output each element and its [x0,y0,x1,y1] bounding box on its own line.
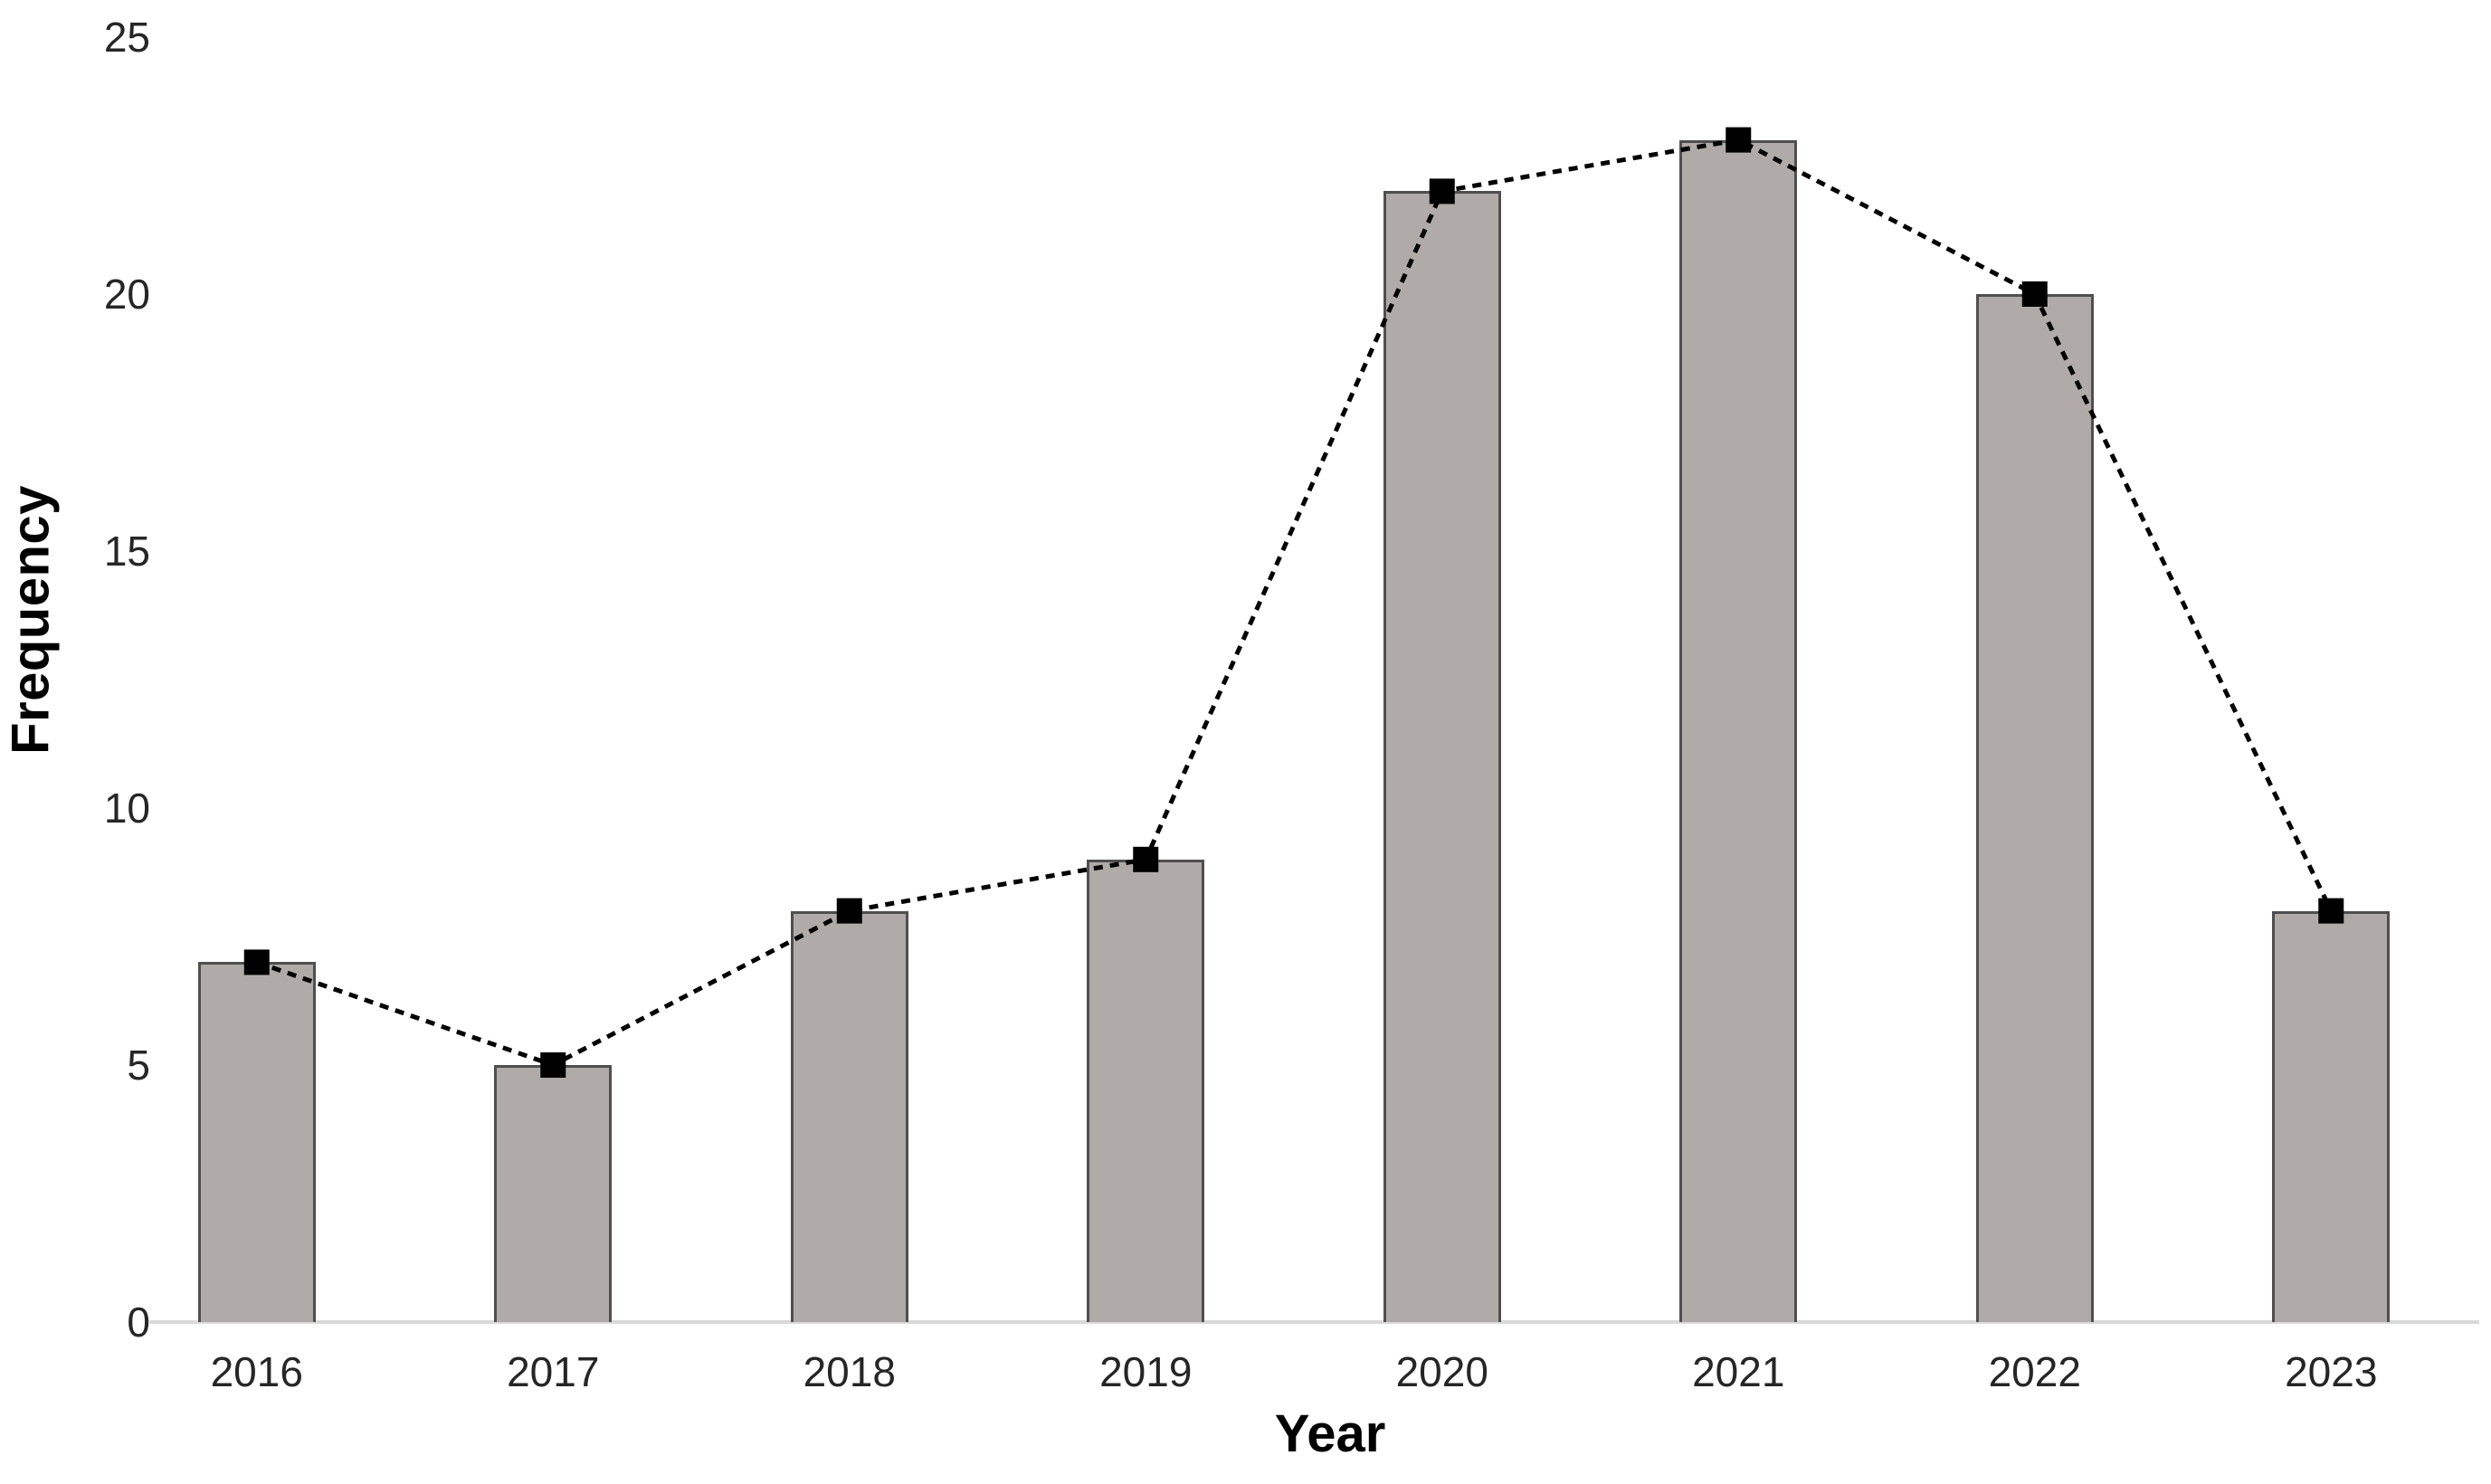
x-axis-tick-label: 2017 [507,1348,600,1395]
y-axis-tick-label: 20 [103,271,150,318]
bar-2018 [790,910,908,1322]
x-axis-tick-label: 2020 [1395,1348,1488,1395]
bar-2021 [1679,139,1798,1322]
y-axis-tick-label: 10 [103,785,150,832]
bar-2023 [2272,910,2391,1322]
bar-2017 [494,1065,613,1322]
bar-2022 [1975,294,2094,1322]
y-axis-tick-label: 5 [127,1042,150,1089]
x-axis-tick-label: 2021 [1692,1348,1785,1395]
x-axis-title: Year [1274,1404,1386,1463]
bar-2016 [197,962,316,1322]
y-axis-tick-label: 25 [103,14,150,61]
y-axis-tick-label: 15 [103,528,150,575]
y-axis-tick-label: 0 [127,1298,150,1346]
bar-2020 [1383,191,1501,1322]
x-axis-tick-label: 2019 [1099,1348,1193,1395]
bar-2019 [1087,859,1205,1322]
x-axis-tick-label: 2022 [1988,1348,2081,1395]
x-axis-tick-label: 2018 [803,1348,896,1395]
x-axis-line [149,1320,2479,1324]
x-axis-tick-label: 2016 [210,1348,303,1395]
x-axis-tick-label: 2023 [2285,1348,2378,1395]
